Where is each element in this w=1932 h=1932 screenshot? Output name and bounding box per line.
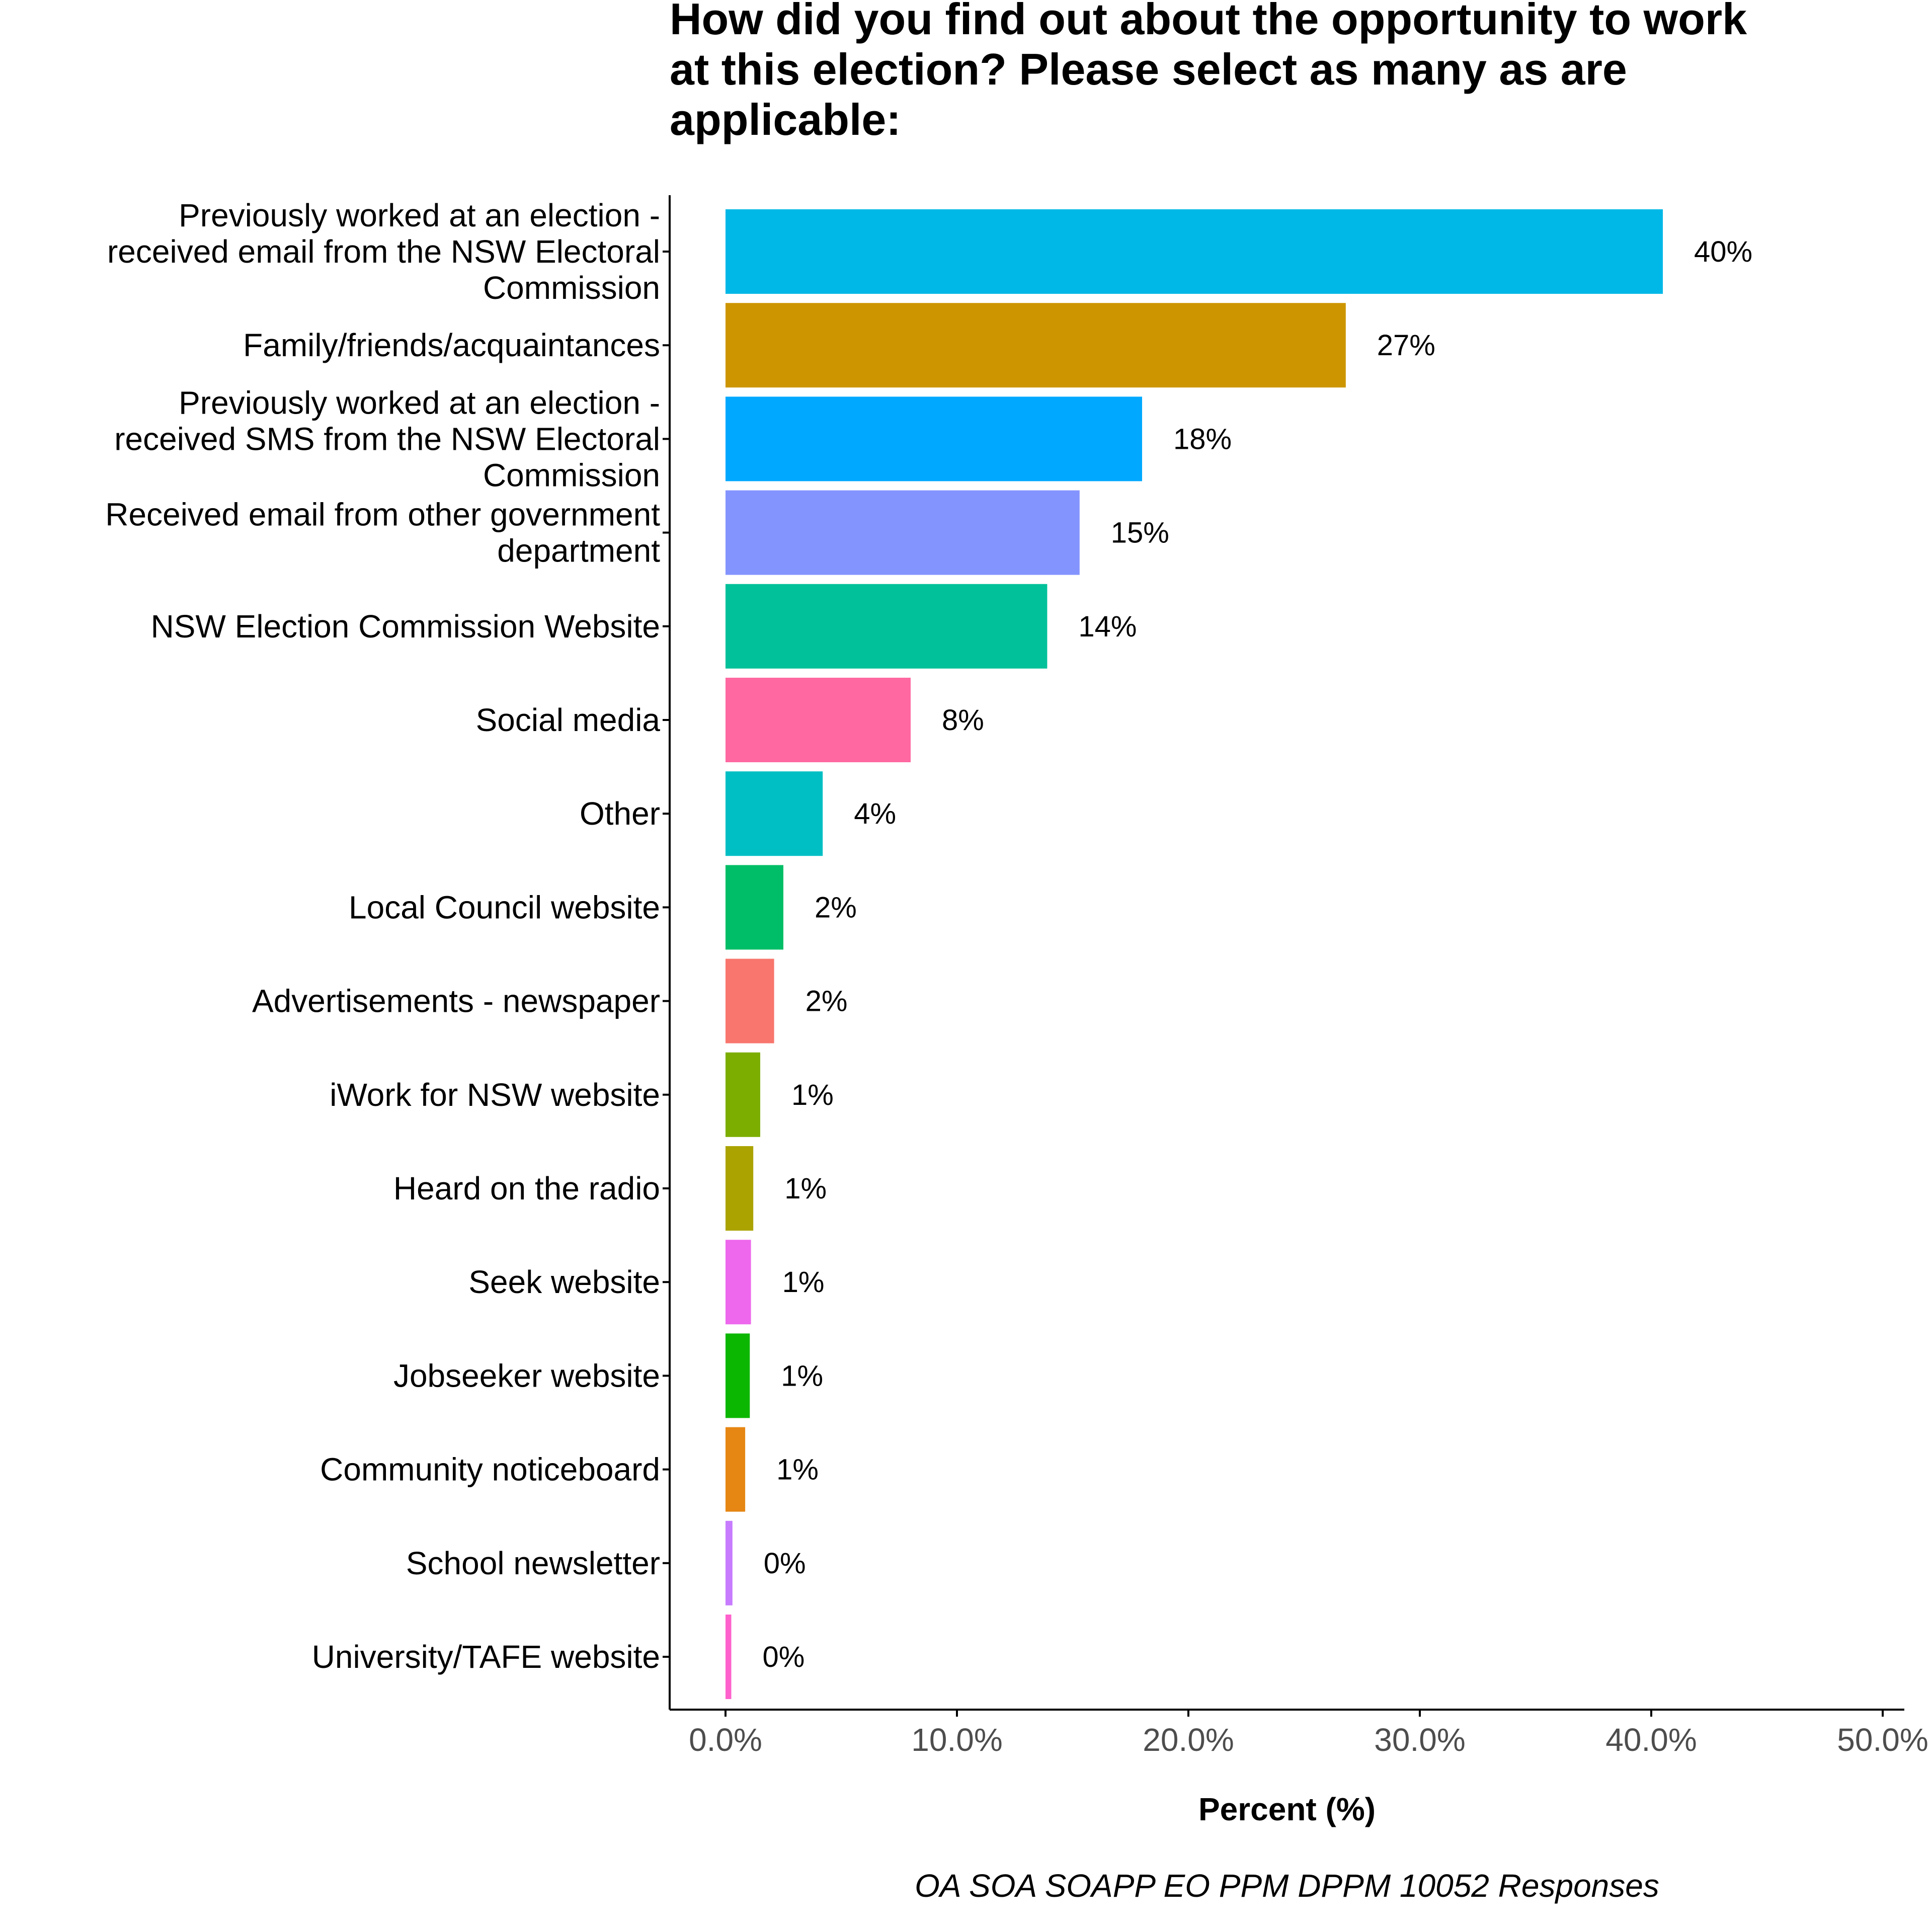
- data-label: 1%: [781, 1359, 823, 1392]
- data-label: 8%: [942, 704, 984, 737]
- category-label: Social media: [476, 702, 661, 738]
- chart-caption: OA SOA SOAPP EO PPM DPPM 10052 Responses: [915, 1868, 1659, 1904]
- data-label: 18%: [1173, 423, 1232, 455]
- data-label: 1%: [784, 1172, 827, 1205]
- category-label: received email from the NSW Electoral: [107, 233, 660, 270]
- category-label: Family/friends/acquaintances: [243, 327, 660, 363]
- axes: [669, 195, 1904, 1711]
- category-label: Previously worked at an election -: [179, 384, 660, 421]
- category-label: received SMS from the NSW Electoral: [114, 421, 660, 457]
- x-tick-label: 10.0%: [911, 1722, 1002, 1758]
- category-label: NSW Election Commission Website: [151, 608, 660, 645]
- x-tick-label: 50.0%: [1837, 1722, 1928, 1758]
- y-ticks: [663, 251, 670, 1658]
- chart-title: How did you find out about the opportuni…: [670, 0, 1747, 144]
- data-label: 1%: [776, 1454, 819, 1486]
- category-label: iWork for NSW website: [330, 1077, 660, 1113]
- data-label: 4%: [854, 797, 896, 830]
- data-label: 0%: [763, 1641, 805, 1673]
- x-tick-label: 20.0%: [1143, 1722, 1234, 1758]
- category-label: Advertisements - newspaper: [252, 983, 660, 1019]
- chart-title-line: at this election? Please select as many …: [670, 44, 1627, 94]
- category-label: Previously worked at an election -: [179, 197, 660, 233]
- category-label: Received email from other government: [105, 497, 660, 533]
- x-tick-label: 30.0%: [1374, 1722, 1465, 1758]
- bar: [726, 1052, 760, 1137]
- category-label: department: [497, 533, 660, 569]
- x-tick-label: 40.0%: [1605, 1722, 1697, 1758]
- data-label: 2%: [806, 985, 848, 1018]
- bar: [726, 958, 774, 1043]
- data-label: 2%: [815, 891, 857, 924]
- data-label: 1%: [791, 1079, 834, 1111]
- chart-title-line: applicable:: [670, 95, 901, 144]
- bars: [726, 209, 1663, 1699]
- data-label: 14%: [1078, 610, 1137, 643]
- data-label: 40%: [1694, 235, 1752, 268]
- category-label: University/TAFE website: [312, 1639, 660, 1675]
- category-label: Other: [580, 795, 660, 832]
- category-label: Local Council website: [349, 889, 660, 925]
- category-label: Commission: [483, 457, 660, 493]
- category-labels: Previously worked at an election -receiv…: [105, 197, 660, 1675]
- data-label: 15%: [1111, 517, 1169, 549]
- bar: [726, 678, 911, 762]
- bar: [726, 396, 1142, 481]
- x-tick-label: 0.0%: [689, 1722, 762, 1758]
- bar: [726, 1240, 751, 1325]
- chart-title-line: How did you find out about the opportuni…: [670, 0, 1747, 44]
- bar: [726, 490, 1080, 575]
- bar: [726, 865, 783, 950]
- category-label: Heard on the radio: [393, 1170, 660, 1206]
- bar: [726, 584, 1048, 669]
- category-label: Commission: [483, 270, 660, 306]
- bar: [726, 209, 1663, 294]
- bar: [726, 1146, 754, 1231]
- bar: [726, 1520, 733, 1605]
- data-label: 27%: [1377, 329, 1435, 362]
- x-axis-title: Percent (%): [1198, 1791, 1376, 1827]
- x-ticks: 0.0% 10.0% 20.0% 30.0% 40.0% 50.0%: [689, 1710, 1928, 1758]
- bar: [726, 303, 1346, 388]
- bar: [726, 1427, 746, 1512]
- bar: [726, 771, 823, 856]
- category-label: Community noticeboard: [320, 1452, 660, 1488]
- data-labels: 40% 27% 18% 15% 14% 8% 4% 2% 2% 1% 1% 1% 1% 1% 0% 0%: [763, 235, 1753, 1673]
- category-label: School newsletter: [406, 1545, 660, 1581]
- data-label: 1%: [782, 1266, 825, 1299]
- data-label: 0%: [764, 1547, 806, 1580]
- category-label: Seek website: [468, 1264, 660, 1300]
- category-label: Jobseeker website: [393, 1357, 660, 1394]
- bar: [726, 1615, 732, 1699]
- bar: [726, 1333, 750, 1418]
